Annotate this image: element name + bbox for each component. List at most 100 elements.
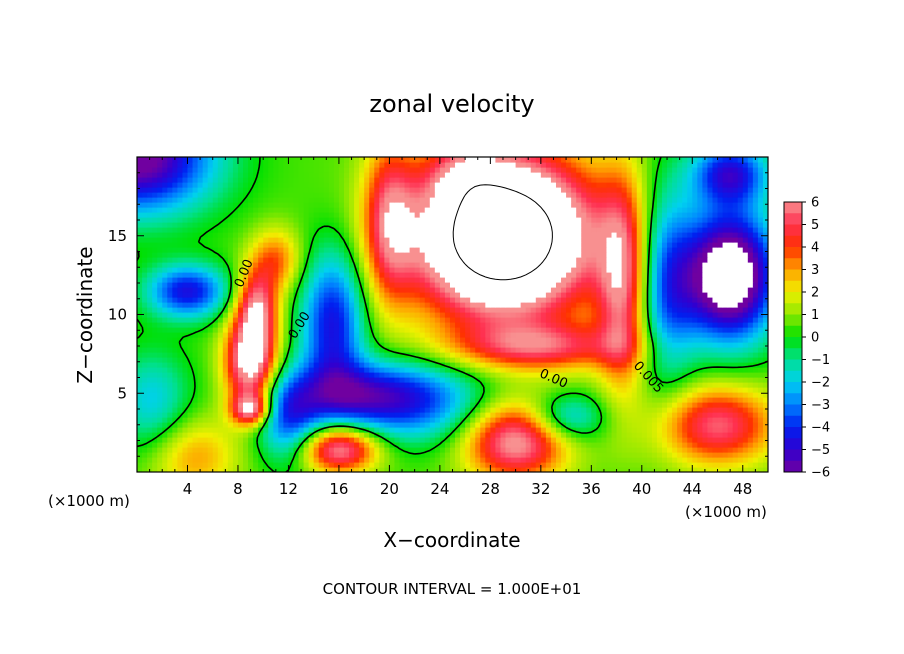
field-cell xyxy=(717,362,724,368)
field-cell xyxy=(333,337,340,343)
field-cell xyxy=(162,422,168,428)
field-cell xyxy=(656,407,663,413)
field-cell xyxy=(303,287,310,293)
field-cell xyxy=(298,447,305,453)
field-cell xyxy=(268,322,274,328)
field-cell xyxy=(591,332,597,338)
field-cell xyxy=(227,327,234,333)
field-cell xyxy=(626,452,633,458)
field-cell xyxy=(142,382,148,388)
field-cell xyxy=(535,337,542,343)
field-cell xyxy=(338,367,345,373)
field-cell xyxy=(747,342,754,348)
field-cell xyxy=(505,322,512,328)
field-cell xyxy=(444,312,451,318)
field-cell xyxy=(354,447,360,453)
field-cell xyxy=(762,442,768,448)
field-cell xyxy=(288,402,295,408)
field-cell xyxy=(747,352,754,358)
field-cell xyxy=(202,352,209,358)
field-cell xyxy=(374,407,380,413)
field-cell xyxy=(313,347,320,353)
field-cell xyxy=(545,447,552,453)
field-cell xyxy=(460,347,466,353)
field-cell xyxy=(566,467,572,472)
field-cell xyxy=(520,382,527,388)
field-cell xyxy=(631,422,638,428)
field-cell xyxy=(606,422,613,428)
field-cell xyxy=(187,392,194,398)
field-cell xyxy=(318,432,325,438)
field-cell xyxy=(434,452,441,458)
field-cell xyxy=(232,297,239,303)
field-cell xyxy=(757,412,764,418)
field-cell xyxy=(424,417,431,423)
field-cell xyxy=(500,417,507,423)
field-cell xyxy=(545,302,552,308)
field-cell xyxy=(747,417,754,423)
field-cell xyxy=(258,282,264,288)
field-cell xyxy=(712,377,719,383)
field-cell xyxy=(248,287,254,293)
field-cell xyxy=(354,392,360,398)
field-cell xyxy=(369,452,375,458)
field-cell xyxy=(444,292,451,298)
field-cell xyxy=(389,432,396,438)
field-cell xyxy=(596,367,603,373)
field-cell xyxy=(152,297,158,303)
field-cell xyxy=(288,287,295,293)
field-cell xyxy=(601,307,608,313)
field-cell xyxy=(258,302,264,308)
field-cell xyxy=(444,327,451,333)
field-cell xyxy=(434,302,441,308)
field-cell xyxy=(555,442,562,448)
field-cell xyxy=(702,387,709,393)
field-cell xyxy=(566,357,572,363)
field-cell xyxy=(712,282,719,288)
field-cell xyxy=(742,407,749,413)
field-cell xyxy=(540,442,547,448)
field-cell xyxy=(651,442,658,448)
field-cell xyxy=(722,282,729,288)
field-cell xyxy=(611,462,618,468)
field-cell xyxy=(283,457,290,463)
field-cell xyxy=(449,297,456,303)
field-cell xyxy=(258,337,264,343)
field-cell xyxy=(192,347,199,353)
field-cell xyxy=(677,457,683,463)
field-cell xyxy=(379,317,385,323)
field-cell xyxy=(338,462,345,468)
field-cell xyxy=(157,357,163,363)
field-cell xyxy=(667,402,673,408)
field-cell xyxy=(439,332,446,338)
field-cell xyxy=(561,327,567,333)
field-cell xyxy=(656,457,663,463)
field-cell xyxy=(540,297,547,303)
field-cell xyxy=(192,367,199,373)
field-cell xyxy=(697,392,703,398)
field-cell xyxy=(606,287,613,293)
field-cell xyxy=(409,377,416,383)
field-cell xyxy=(470,427,476,433)
field-cell xyxy=(581,332,587,338)
field-cell xyxy=(414,422,421,428)
field-cell xyxy=(283,307,290,313)
field-cell xyxy=(147,322,153,328)
field-cell xyxy=(576,432,582,438)
field-cell xyxy=(545,312,552,318)
field-cell xyxy=(364,412,370,418)
field-cell xyxy=(248,377,254,383)
field-cell xyxy=(525,297,532,303)
field-cell xyxy=(727,292,734,298)
field-cell xyxy=(343,357,350,363)
field-cell xyxy=(162,447,168,453)
field-cell xyxy=(343,317,350,323)
field-cell xyxy=(349,462,355,468)
field-cell xyxy=(646,272,653,278)
field-cell xyxy=(500,327,507,333)
field-cell xyxy=(343,422,350,428)
field-cell xyxy=(288,302,295,308)
field-cell xyxy=(268,272,274,278)
field-cell xyxy=(333,422,340,428)
